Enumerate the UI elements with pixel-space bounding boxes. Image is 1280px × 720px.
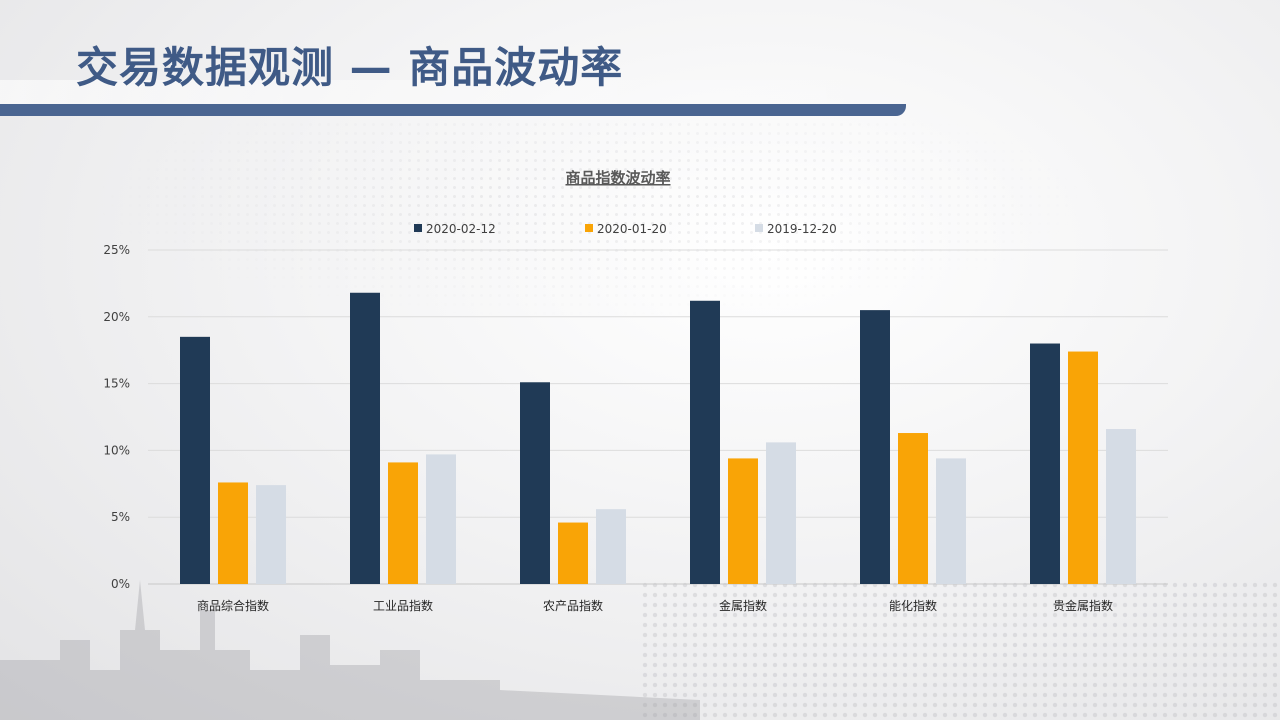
x-tick-label: 能化指数 — [889, 598, 937, 613]
bar — [350, 292, 380, 584]
title-highlight — [0, 80, 960, 104]
dot-pattern-background — [640, 580, 1280, 720]
bar — [426, 454, 456, 584]
bar — [218, 482, 248, 584]
bar — [180, 336, 210, 584]
bar — [558, 522, 588, 584]
title-underline-bar — [0, 104, 906, 116]
bar — [256, 485, 286, 584]
x-tick-label: 金属指数 — [719, 598, 767, 613]
bar — [936, 458, 966, 584]
legend-label: 2020-01-20 — [597, 222, 667, 236]
legend-swatch — [414, 224, 422, 232]
legend-label: 2020-02-12 — [426, 222, 496, 236]
dot-map-background — [90, 120, 1090, 320]
bar — [766, 442, 796, 584]
bar — [690, 300, 720, 584]
y-tick-label: 15% — [103, 377, 130, 391]
y-tick-label: 5% — [111, 510, 130, 524]
bar — [860, 310, 890, 584]
chart-title: 商品指数波动率 — [565, 169, 670, 187]
y-tick-label: 20% — [103, 310, 130, 324]
y-tick-label: 0% — [111, 577, 130, 591]
x-tick-label: 商品综合指数 — [197, 598, 269, 613]
legend-label: 2019-12-20 — [767, 222, 837, 236]
page-title: 交易数据观测 — 商品波动率 — [76, 43, 624, 92]
legend-swatch — [585, 224, 593, 232]
bar — [728, 458, 758, 584]
legend-swatch — [755, 224, 763, 232]
bar — [898, 433, 928, 584]
y-tick-label: 10% — [103, 443, 130, 457]
bar — [388, 462, 418, 584]
bar — [596, 509, 626, 584]
bar — [1068, 351, 1098, 584]
bar — [1106, 429, 1136, 584]
x-tick-label: 农产品指数 — [543, 598, 603, 613]
bar — [1030, 343, 1060, 584]
x-tick-label: 工业品指数 — [373, 598, 433, 613]
y-tick-label: 25% — [103, 243, 130, 257]
city-skyline-background — [0, 580, 700, 720]
x-tick-label: 贵金属指数 — [1053, 598, 1113, 613]
bar — [520, 382, 550, 584]
